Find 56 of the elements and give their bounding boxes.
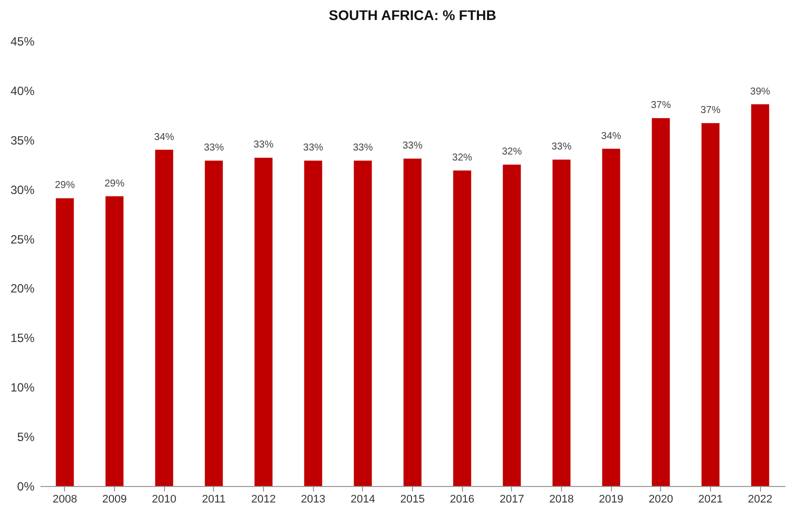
x-tick-label: 2008	[52, 494, 78, 506]
bar	[702, 123, 720, 486]
x-tick-label: 2013	[300, 494, 326, 506]
y-tick-label: 25%	[10, 232, 35, 246]
data-label: 34%	[154, 132, 174, 143]
bar	[106, 196, 124, 486]
data-label: 37%	[650, 100, 671, 112]
y-tick-label: 45%	[10, 34, 35, 48]
data-label: 33%	[352, 142, 373, 154]
bar	[56, 198, 74, 486]
bar	[751, 104, 770, 486]
x-tick-label: 2018	[549, 494, 574, 506]
y-tick-label: 30%	[10, 182, 35, 197]
data-label: 39%	[750, 86, 770, 98]
x-tick-label: 2014	[350, 494, 376, 506]
data-label: 32%	[452, 152, 472, 164]
y-tick-label: 10%	[10, 380, 35, 395]
data-label: 37%	[700, 105, 721, 116]
x-tick-label: 2016	[450, 494, 474, 506]
data-label: 29%	[104, 178, 125, 190]
bar	[552, 160, 570, 486]
x-tick-label: 2010	[152, 494, 176, 506]
bar	[652, 118, 670, 486]
bar	[502, 164, 521, 486]
y-tick-label: 0%	[17, 480, 35, 494]
x-tick-label: 2011	[202, 494, 226, 506]
data-label: 32%	[502, 146, 522, 158]
x-tick-label: 2019	[598, 494, 624, 506]
bar	[404, 158, 422, 486]
data-label: 33%	[551, 142, 572, 153]
bar	[304, 160, 322, 486]
x-tick-label: 2017	[500, 494, 524, 506]
y-tick-label: 20%	[10, 282, 35, 296]
bar	[155, 150, 174, 486]
x-tick-label: 2020	[648, 494, 674, 506]
x-tick-label: 2009	[102, 494, 127, 506]
x-tick-label: 2012	[251, 494, 276, 506]
data-label: 34%	[601, 130, 622, 142]
y-tick-label: 15%	[10, 331, 35, 346]
bar	[204, 160, 223, 486]
data-label: 33%	[204, 142, 224, 154]
y-tick-label: 40%	[10, 84, 35, 98]
data-label: 33%	[402, 140, 423, 152]
bar	[254, 158, 272, 486]
y-tick-label: 5%	[17, 430, 35, 444]
x-tick-label: 2022	[748, 494, 772, 506]
data-label: 29%	[54, 180, 75, 192]
x-tick-label: 2021	[698, 494, 723, 506]
data-label: 33%	[303, 142, 324, 154]
bar	[453, 170, 472, 486]
x-tick-label: 2015	[400, 494, 425, 506]
bar	[354, 160, 372, 486]
chart-title: SOUTH AFRICA: % FTHB	[328, 7, 496, 23]
data-label: 33%	[253, 140, 274, 151]
bar	[602, 148, 620, 486]
y-tick-label: 35%	[10, 133, 35, 148]
